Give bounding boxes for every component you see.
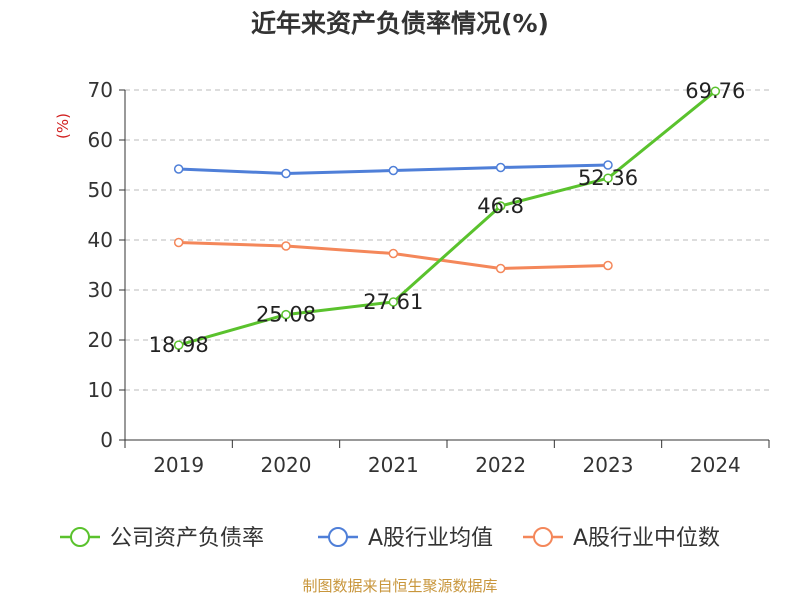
y-tick-label: 20 — [88, 328, 113, 352]
x-tick-label: 2024 — [690, 453, 741, 477]
y-tick-label: 70 — [88, 78, 113, 102]
data-label: 69.76 — [685, 79, 745, 103]
data-point — [388, 297, 399, 307]
legend-item: A股行业均值 — [318, 526, 493, 551]
y-tick-label: 10 — [88, 378, 113, 402]
y-tick-label: 60 — [88, 128, 113, 152]
source-footer: 制图数据来自恒生聚源数据库 — [302, 577, 498, 595]
data-point — [173, 164, 184, 174]
y-tick-label: 30 — [88, 278, 113, 302]
data-point — [495, 162, 506, 173]
data-point — [603, 260, 613, 271]
data-point — [388, 165, 399, 176]
legend-marker — [328, 527, 348, 547]
chart-title: 近年来资产负债率情况(%) — [251, 9, 549, 38]
series-2 — [173, 237, 613, 274]
data-point — [281, 168, 291, 179]
legend-marker — [70, 527, 90, 547]
grid-lines — [125, 89, 769, 391]
x-tick-label: 2020 — [261, 453, 312, 477]
legend: 公司资产负债率 A股行业均值 A股行业中位数 — [60, 526, 720, 551]
data-point — [281, 309, 291, 320]
data-label: 18.98 — [149, 333, 209, 357]
data-point — [388, 248, 399, 259]
y-tick-label: 50 — [88, 178, 113, 202]
x-tick-label: 2022 — [475, 453, 526, 477]
y-tick-label: 0 — [100, 428, 113, 452]
legend-label: A股行业均值 — [368, 526, 493, 551]
data-point — [173, 340, 184, 350]
y-axis-title: (%) — [54, 113, 72, 139]
data-label: 52.36 — [578, 166, 638, 190]
x-tick-label: 2021 — [368, 453, 419, 477]
legend-item: A股行业中位数 — [523, 526, 720, 551]
data-label: 25.08 — [256, 303, 316, 327]
data-point — [603, 173, 613, 183]
data-point — [495, 263, 506, 274]
series-lines — [173, 86, 721, 350]
legend-item: 公司资产负债率 — [60, 526, 264, 551]
data-label: 46.8 — [477, 194, 524, 218]
x-tick-label: 2023 — [583, 453, 634, 477]
data-point — [281, 241, 291, 251]
data-point — [603, 160, 613, 170]
data-point — [495, 201, 506, 211]
data-point — [710, 86, 721, 96]
legend-marker — [533, 527, 553, 547]
data-label: 27.61 — [363, 290, 423, 314]
series-0 — [173, 86, 721, 350]
series-1 — [173, 160, 613, 179]
legend-label: A股行业中位数 — [573, 526, 720, 551]
data-labels: 18.98 25.08 27.61 46.8 52.36 69.76 — [149, 79, 746, 357]
data-point — [173, 237, 184, 248]
axes: 0 10 20 30 40 50 60 70 (%) 2019 2020 2021 2022 2023 20… — [54, 78, 770, 477]
series-line — [178, 90, 717, 347]
x-tick-label: 2019 — [153, 453, 204, 477]
y-tick-label: 40 — [88, 228, 113, 252]
legend-label: 公司资产负债率 — [110, 526, 264, 551]
